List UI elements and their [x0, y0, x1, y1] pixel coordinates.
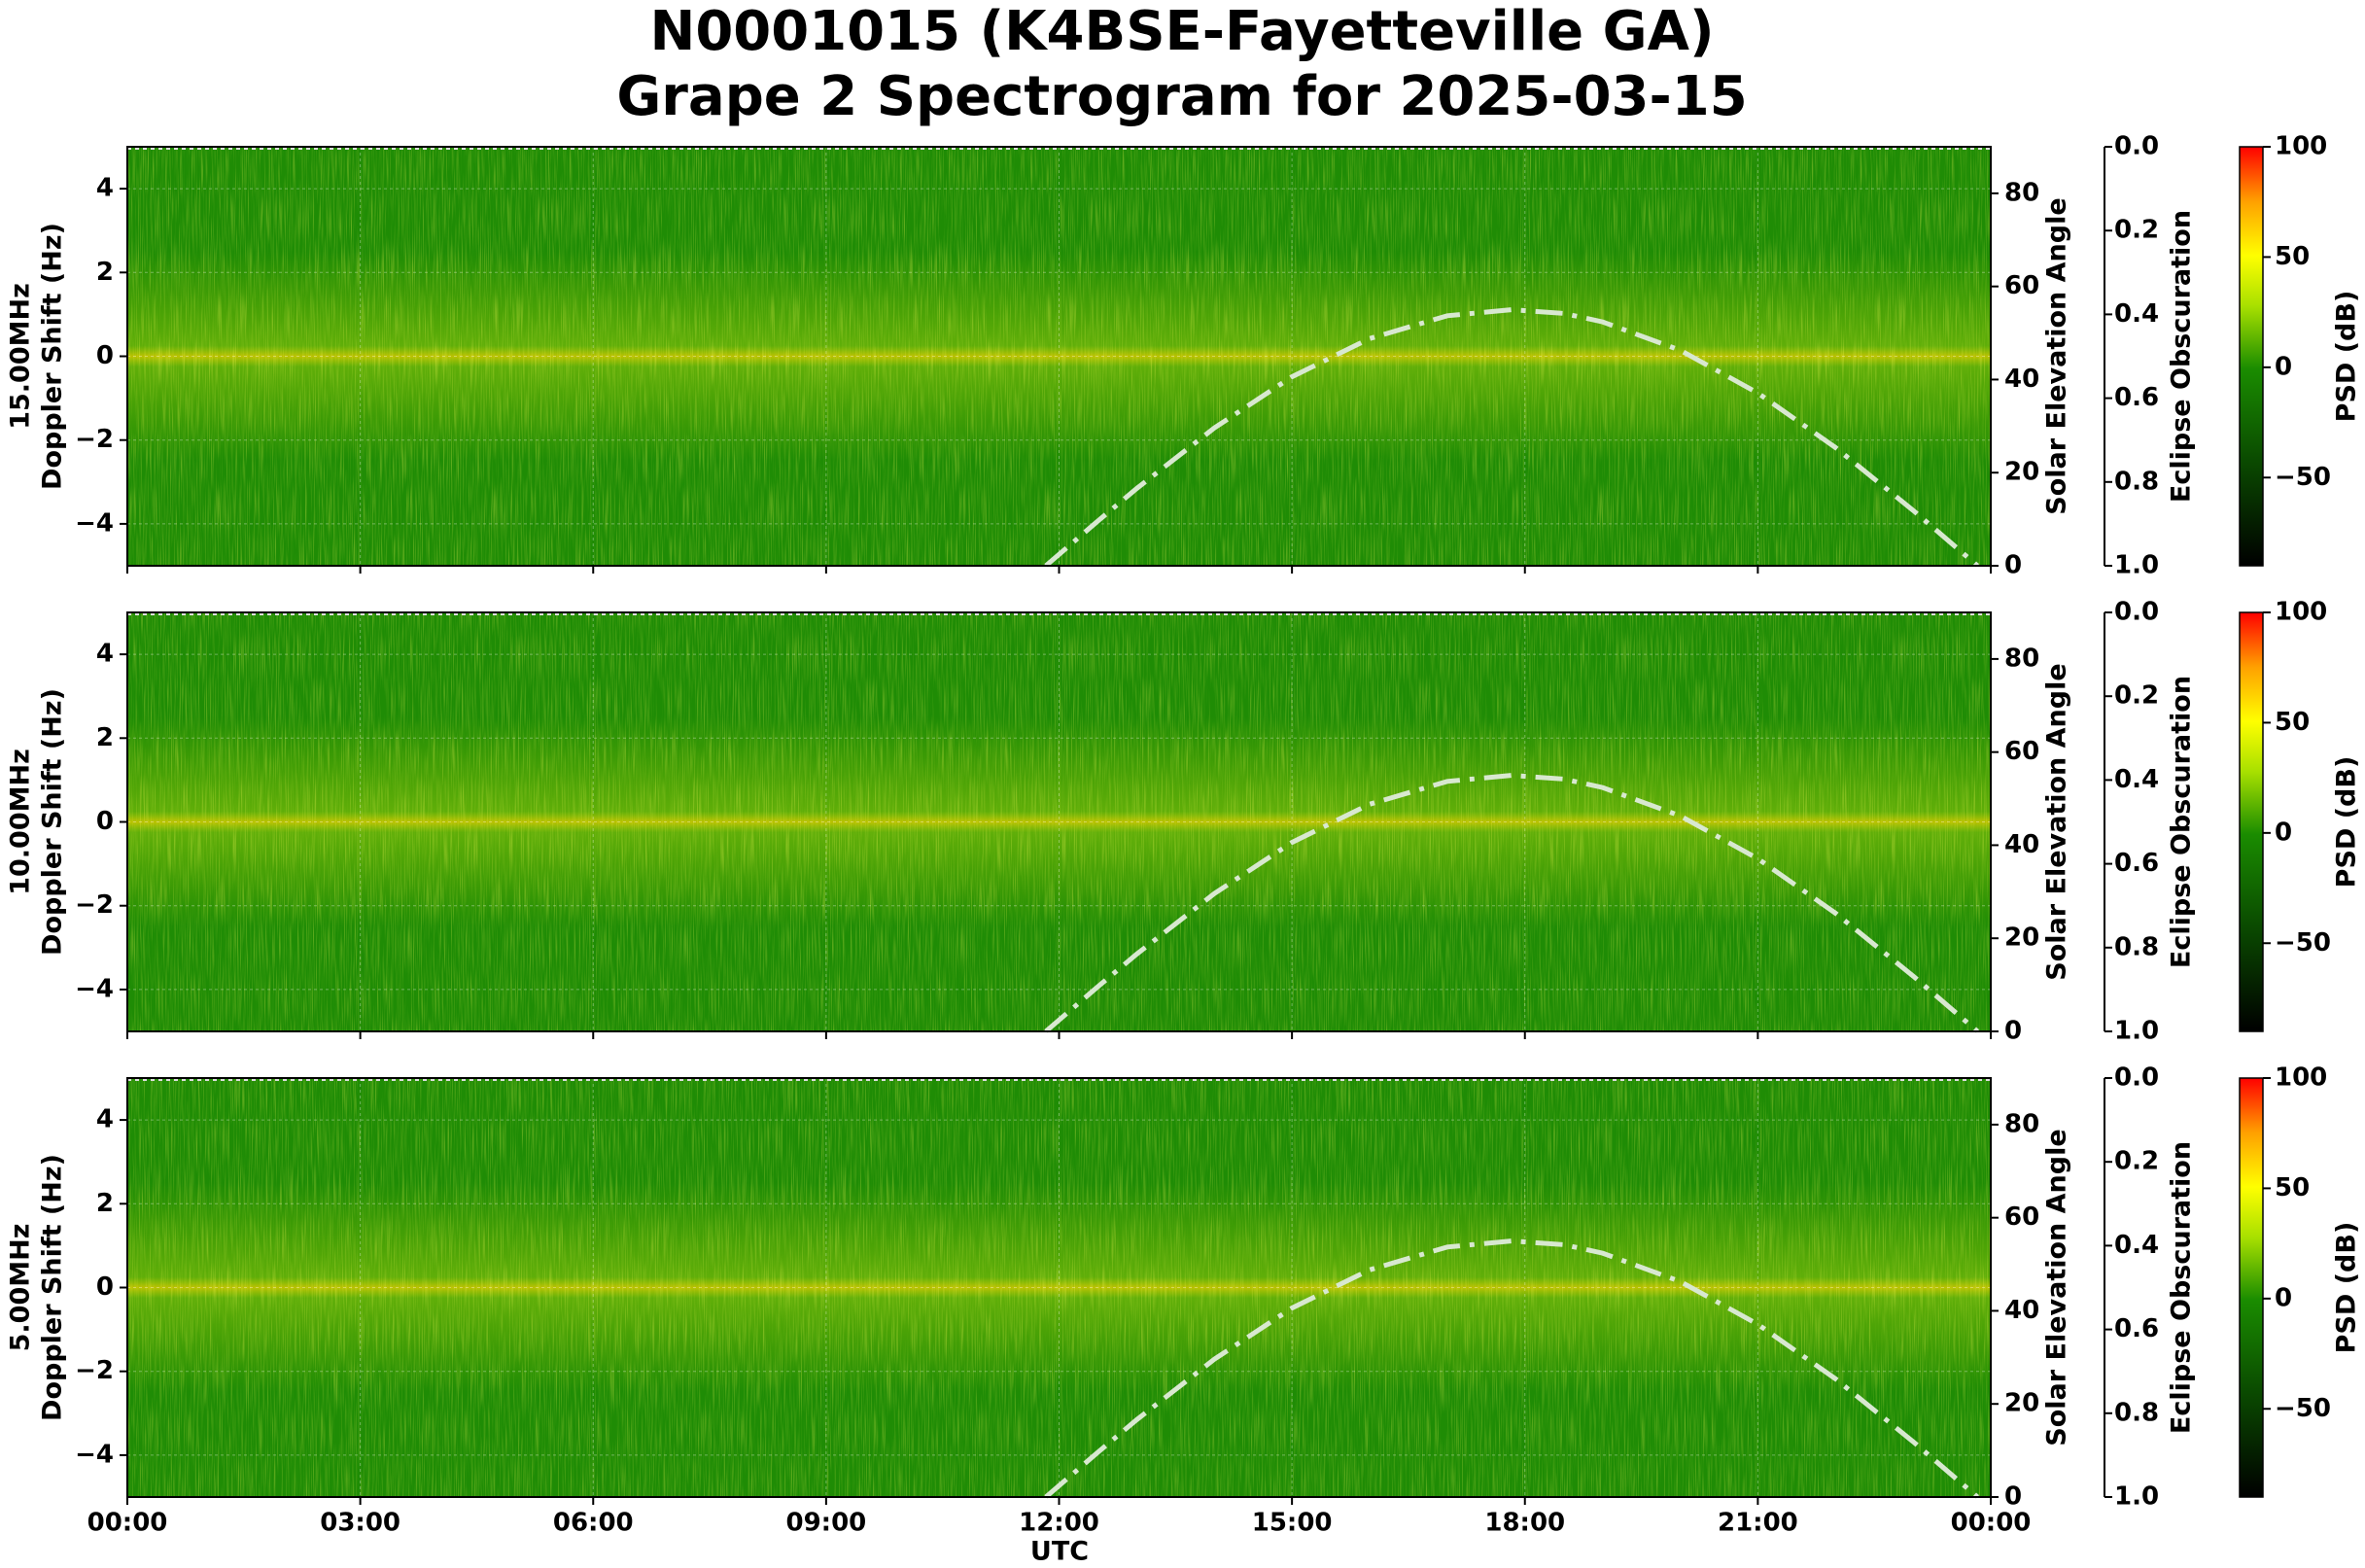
y-tick-label: −2 [75, 890, 114, 920]
spectrogram-noise [127, 612, 1991, 1031]
y-tick-label: −4 [75, 1440, 114, 1469]
y3-tick-label: 0.8 [2114, 932, 2159, 961]
spectrogram-noise [127, 147, 1991, 566]
colorbar-label: PSD (dB) [2332, 291, 2362, 423]
y3-tick-label: 0.2 [2114, 216, 2159, 245]
colorbar-tick-label: −50 [2275, 463, 2331, 492]
y3-axis-label: Eclipse Obscuration [2167, 676, 2197, 968]
y3-tick-label: 0.6 [2114, 383, 2159, 412]
colorbar-tick-label: 100 [2275, 132, 2327, 161]
colorbar-tick-label: −50 [2275, 1394, 2331, 1423]
x-tick-label: 15:00 [1252, 1509, 1333, 1538]
y3-tick-label: 0.6 [2114, 1314, 2159, 1343]
colorbar-tick-label: 0 [2275, 1283, 2292, 1312]
y-tick-label: 2 [96, 723, 114, 752]
y3-axis-label: Eclipse Obscuration [2167, 1141, 2197, 1434]
y3-axis-label: Eclipse Obscuration [2167, 210, 2197, 503]
y2-tick-label: 20 [2004, 1389, 2039, 1418]
colorbar [2239, 146, 2264, 567]
plot-frame [126, 1077, 1992, 1498]
x-tick-label: 03:00 [320, 1509, 400, 1538]
y2-tick-label: 0 [2004, 1482, 2022, 1512]
spectrogram-noise [127, 1078, 1991, 1497]
x-axis-label: UTC [1030, 1537, 1089, 1567]
y-tick-label: 2 [96, 258, 114, 287]
y3-tick-label: 0.0 [2114, 1063, 2159, 1093]
y-tick-label: 0 [96, 1272, 114, 1302]
y2-tick-label: 40 [2004, 365, 2039, 394]
y3-tick-label: 1.0 [2114, 1482, 2159, 1512]
y3-tick-label: 0.4 [2114, 1231, 2159, 1260]
y2-tick-label: 60 [2004, 737, 2039, 766]
y2-tick-label: 20 [2004, 923, 2039, 953]
x-tick-label: 00:00 [87, 1509, 168, 1538]
y2-tick-label: 80 [2004, 1109, 2039, 1138]
colorbar-tick-label: 50 [2275, 242, 2310, 271]
y3-tick-label: 0.4 [2114, 765, 2159, 794]
y3-tick-label: 0.0 [2114, 598, 2159, 627]
y3-tick-label: 0.2 [2114, 1147, 2159, 1176]
y2-tick-label: 40 [2004, 1296, 2039, 1325]
colorbar [2239, 611, 2264, 1032]
x-tick-label: 21:00 [1718, 1509, 1798, 1538]
y-tick-label: −2 [75, 425, 114, 454]
y-tick-label: −2 [75, 1356, 114, 1385]
colorbar-tick-label: 100 [2275, 1063, 2327, 1093]
y3-tick-label: 1.0 [2114, 551, 2159, 580]
y-tick-label: 0 [96, 341, 114, 370]
y-tick-label: −4 [75, 508, 114, 538]
y3-tick-label: 0.8 [2114, 467, 2159, 496]
x-tick-label: 06:00 [553, 1509, 634, 1538]
colorbar-label: PSD (dB) [2332, 1222, 2362, 1354]
y2-tick-label: 40 [2004, 830, 2039, 859]
y2-tick-label: 80 [2004, 178, 2039, 207]
y2-tick-label: 0 [2004, 551, 2022, 580]
x-tick-label: 09:00 [785, 1509, 866, 1538]
colorbar-tick-label: 100 [2275, 598, 2327, 627]
y-axis-label: Doppler Shift (Hz) [38, 688, 68, 956]
y-tick-label: −4 [75, 974, 114, 1003]
y2-tick-label: 60 [2004, 271, 2039, 300]
colorbar-tick-label: 0 [2275, 352, 2292, 381]
y3-tick-label: 0.4 [2114, 299, 2159, 329]
y2-tick-label: 60 [2004, 1202, 2039, 1232]
y-tick-label: 4 [96, 174, 114, 203]
plot-frame [126, 146, 1992, 567]
y-axis-label: Doppler Shift (Hz) [38, 223, 68, 490]
y3-tick-label: 1.0 [2114, 1017, 2159, 1046]
colorbar-tick-label: −50 [2275, 928, 2331, 958]
y-axis-label: 15.00MHz [6, 283, 36, 430]
y-axis-label: 5.00MHz [6, 1224, 36, 1352]
chart-title: N0001015 (K4BSE-Fayetteville GA) [649, 0, 1714, 63]
y2-tick-label: 20 [2004, 458, 2039, 487]
colorbar-tick-label: 50 [2275, 1173, 2310, 1202]
y2-tick-label: 80 [2004, 644, 2039, 673]
x-tick-label: 00:00 [1951, 1509, 2032, 1538]
chart-subtitle: Grape 2 Spectrogram for 2025-03-15 [616, 65, 1747, 128]
y2-axis-label: Solar Elevation Angle [2042, 663, 2072, 980]
x-tick-label: 12:00 [1019, 1509, 1099, 1538]
colorbar-tick-label: 50 [2275, 708, 2310, 737]
y-tick-label: 4 [96, 1105, 114, 1134]
y3-tick-label: 0.2 [2114, 681, 2159, 711]
y3-tick-label: 0.0 [2114, 132, 2159, 161]
colorbar-tick-label: 0 [2275, 818, 2292, 847]
y3-tick-label: 0.6 [2114, 849, 2159, 878]
colorbar [2239, 1077, 2264, 1498]
y-tick-label: 2 [96, 1189, 114, 1218]
y-tick-label: 4 [96, 640, 114, 669]
y2-axis-label: Solar Elevation Angle [2042, 197, 2072, 514]
y-axis-label: 10.00MHz [6, 749, 36, 895]
colorbar-label: PSD (dB) [2332, 756, 2362, 889]
y3-tick-label: 0.8 [2114, 1398, 2159, 1427]
y-tick-label: 0 [96, 807, 114, 836]
y2-tick-label: 0 [2004, 1017, 2022, 1046]
x-tick-label: 18:00 [1484, 1509, 1565, 1538]
y2-axis-label: Solar Elevation Angle [2042, 1129, 2072, 1446]
y-axis-label: Doppler Shift (Hz) [38, 1154, 68, 1421]
plot-frame [126, 611, 1992, 1032]
